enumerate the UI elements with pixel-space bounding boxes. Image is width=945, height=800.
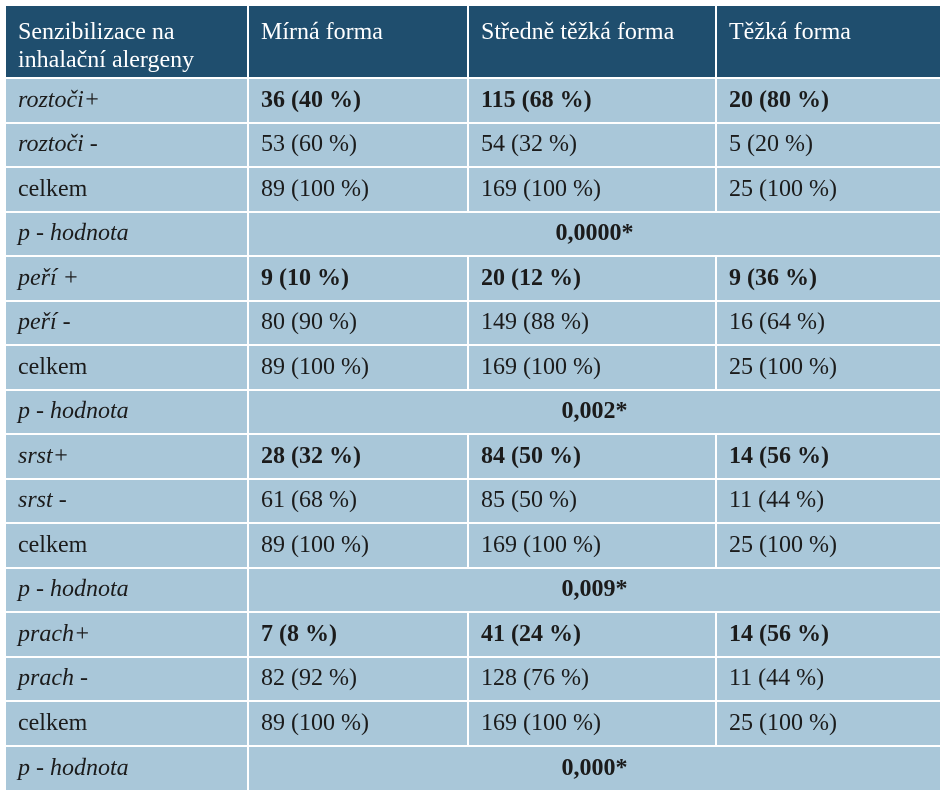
table-row: prach+ 7 (8 %) 41 (24 %) 14 (56 %) [6,611,940,657]
table-row: celkem 89 (100 %) 169 (100 %) 25 (100 %) [6,522,940,568]
cell-mild: 89 (100 %) [248,344,469,390]
cell-mild: 7 (8 %) [248,611,469,657]
header-mild: Mírná forma [248,6,469,78]
row-label: p - hodnota [6,388,249,434]
cell-severe: 25 (100 %) [716,522,940,568]
row-label: prach+ [6,611,249,657]
cell-severe: 11 (44 %) [716,477,940,523]
header-severe: Těžká forma [716,6,940,78]
cell-severe: 14 (56 %) [716,611,940,657]
cell-mild: 89 (100 %) [248,700,469,746]
row-label: p - hodnota [6,210,249,256]
row-label: celkem [6,344,249,390]
cell-mild: 9 (10 %) [248,255,469,301]
cell-moderate: 169 (100 %) [468,522,717,568]
table-row: p - hodnota 0,009* [6,566,940,612]
table-row: celkem 89 (100 %) 169 (100 %) 25 (100 %) [6,700,940,746]
table-row: p - hodnota 0,0000* [6,210,940,256]
cell-mild: 80 (90 %) [248,299,469,345]
cell-severe: 5 (20 %) [716,121,940,167]
row-label: srst - [6,477,249,523]
row-label: peří - [6,299,249,345]
cell-moderate: 128 (76 %) [468,655,717,701]
p-value: 0,009* [248,566,940,612]
table-row: roztoči - 53 (60 %) 54 (32 %) 5 (20 %) [6,121,940,167]
p-value: 0,0000* [248,210,940,256]
cell-moderate: 115 (68 %) [468,77,717,123]
cell-moderate: 85 (50 %) [468,477,717,523]
table-row: celkem 89 (100 %) 169 (100 %) 25 (100 %) [6,344,940,390]
cell-moderate: 41 (24 %) [468,611,717,657]
row-label: roztoči - [6,121,249,167]
cell-moderate: 84 (50 %) [468,433,717,479]
cell-mild: 36 (40 %) [248,77,469,123]
table-row: peří + 9 (10 %) 20 (12 %) 9 (36 %) [6,255,940,301]
cell-mild: 61 (68 %) [248,477,469,523]
row-label: celkem [6,522,249,568]
p-value: 0,000* [248,744,940,790]
row-label: prach - [6,655,249,701]
header-row: Senzibilizace na inhalační alergeny Mírn… [6,6,940,78]
cell-mild: 82 (92 %) [248,655,469,701]
table-row: prach - 82 (92 %) 128 (76 %) 11 (44 %) [6,655,940,701]
row-label: peří + [6,255,249,301]
table-row: roztoči+ 36 (40 %) 115 (68 %) 20 (80 %) [6,77,940,123]
table-row: srst - 61 (68 %) 85 (50 %) 11 (44 %) [6,477,940,523]
header-allergen: Senzibilizace na inhalační alergeny [6,6,249,78]
row-label: p - hodnota [6,744,249,790]
row-label: srst+ [6,433,249,479]
row-label: celkem [6,166,249,212]
sensitization-table: Senzibilizace na inhalační alergeny Mírn… [6,6,940,790]
p-value: 0,002* [248,388,940,434]
table-body: roztoči+ 36 (40 %) 115 (68 %) 20 (80 %) … [6,77,940,790]
table-row: p - hodnota 0,002* [6,388,940,434]
row-label: roztoči+ [6,77,249,123]
cell-mild: 53 (60 %) [248,121,469,167]
row-label: p - hodnota [6,566,249,612]
cell-severe: 25 (100 %) [716,344,940,390]
cell-moderate: 149 (88 %) [468,299,717,345]
table-header: Senzibilizace na inhalační alergeny Mírn… [6,6,940,78]
cell-severe: 25 (100 %) [716,166,940,212]
cell-moderate: 169 (100 %) [468,700,717,746]
cell-moderate: 169 (100 %) [468,344,717,390]
cell-mild: 28 (32 %) [248,433,469,479]
cell-severe: 25 (100 %) [716,700,940,746]
cell-mild: 89 (100 %) [248,522,469,568]
cell-severe: 16 (64 %) [716,299,940,345]
cell-severe: 14 (56 %) [716,433,940,479]
table-row: p - hodnota 0,000* [6,744,940,790]
table-row: srst+ 28 (32 %) 84 (50 %) 14 (56 %) [6,433,940,479]
cell-moderate: 54 (32 %) [468,121,717,167]
table-row: peří - 80 (90 %) 149 (88 %) 16 (64 %) [6,299,940,345]
cell-severe: 20 (80 %) [716,77,940,123]
cell-severe: 9 (36 %) [716,255,940,301]
cell-moderate: 20 (12 %) [468,255,717,301]
row-label: celkem [6,700,249,746]
cell-mild: 89 (100 %) [248,166,469,212]
cell-severe: 11 (44 %) [716,655,940,701]
header-moderate: Středně těžká forma [468,6,717,78]
cell-moderate: 169 (100 %) [468,166,717,212]
table-row: celkem 89 (100 %) 169 (100 %) 25 (100 %) [6,166,940,212]
